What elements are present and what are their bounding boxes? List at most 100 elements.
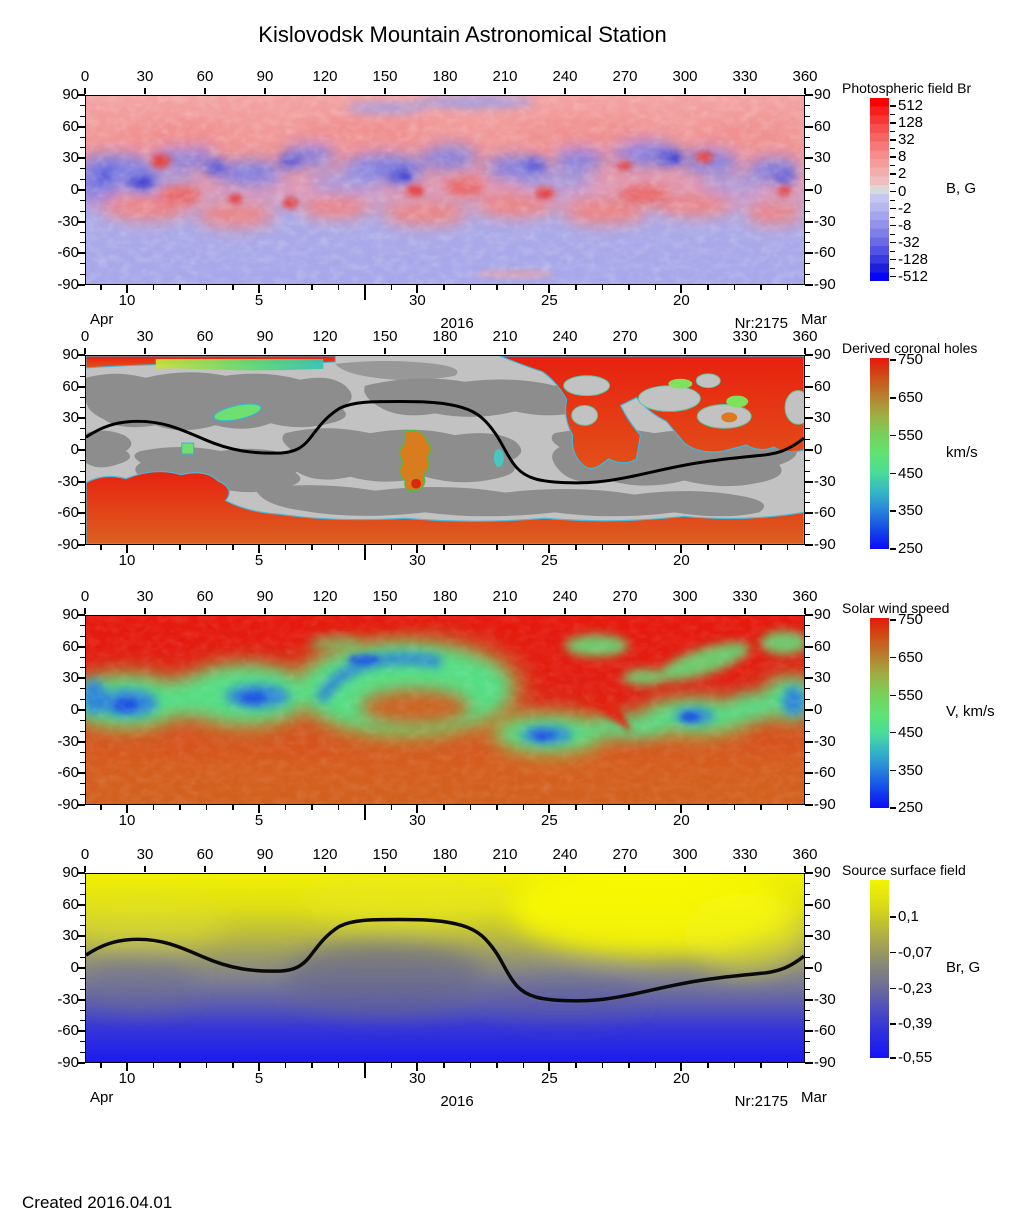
date-minor-tick <box>337 545 340 550</box>
date-minor-tick <box>733 545 736 550</box>
lat-axis-label-left: 30 <box>62 927 79 945</box>
lon-axis-label: 60 <box>196 588 214 605</box>
lat-axis-tick <box>77 252 85 255</box>
colorbar-tick <box>890 916 896 918</box>
lat-axis-minor-tick <box>805 242 810 244</box>
lon-axis-tick <box>804 866 806 872</box>
lon-axis-tick <box>444 348 446 354</box>
colorbar-tick-label: 450 <box>898 723 924 741</box>
colorbar-tick <box>890 190 896 192</box>
date-tick <box>258 1063 260 1071</box>
lat-axis-minor-tick <box>80 914 85 916</box>
lat-axis-minor-tick <box>805 946 810 948</box>
lon-axis-label: 270 <box>612 588 638 605</box>
lon-axis-tick <box>384 348 386 354</box>
lat-axis-minor-tick <box>80 147 85 149</box>
lon-axis-tick <box>624 608 626 614</box>
lat-axis-minor-tick <box>80 438 85 440</box>
lon-axis-label: 210 <box>492 68 518 85</box>
date-label: 5 <box>254 1070 264 1087</box>
colorbar-tick-label: 750 <box>898 611 924 629</box>
lat-axis-minor-tick <box>80 231 85 233</box>
lon-axis-tick <box>144 608 146 614</box>
lat-axis-minor-tick <box>805 375 810 377</box>
date-label: 5 <box>254 812 264 829</box>
lat-axis-minor-tick <box>805 407 810 409</box>
lat-axis-minor-tick <box>80 625 85 627</box>
colorbar-tick <box>890 241 896 244</box>
lat-axis-tick <box>805 998 813 1001</box>
date-tick <box>680 545 683 553</box>
date-minor-tick <box>733 1063 736 1068</box>
coronal-holes-heatmap <box>86 356 804 544</box>
lon-axis-tick <box>744 88 746 94</box>
colorbar-tick-label: 650 <box>898 389 924 407</box>
lat-axis-label-right: 30 <box>814 669 831 687</box>
date-tick <box>548 1063 551 1071</box>
lon-axis-label: 270 <box>612 328 638 345</box>
lat-axis-tick <box>77 354 85 356</box>
colorbar-tick-label: 450 <box>898 464 924 482</box>
date-label: 20 <box>673 1070 690 1087</box>
lon-axis-label: 120 <box>312 68 338 85</box>
rotation-label: Nr:2175 <box>734 1093 788 1110</box>
lat-axis-tick <box>77 772 85 775</box>
colorbar-tick <box>890 105 896 107</box>
date-minor-tick <box>311 1063 313 1068</box>
lat-axis-tick <box>805 967 813 969</box>
lat-axis-tick <box>77 935 85 938</box>
lon-axis-label: 210 <box>492 588 518 605</box>
date-minor-tick <box>469 805 472 810</box>
colorbar-tick-label: 250 <box>898 540 924 557</box>
lat-axis-tick <box>77 872 85 874</box>
date-minor-tick <box>284 1063 287 1068</box>
date-minor-tick <box>733 805 736 810</box>
lon-axis-label: 120 <box>312 846 338 863</box>
lat-axis-minor-tick <box>805 751 810 753</box>
lat-axis-label-right: 60 <box>814 637 831 655</box>
date-minor-tick <box>100 805 102 810</box>
date-minor-tick <box>311 805 313 810</box>
lat-axis-label-left: -90 <box>57 536 79 553</box>
lat-axis-tick <box>77 1030 85 1033</box>
lat-axis-minor-tick <box>80 730 85 732</box>
lon-axis-tick <box>264 88 266 94</box>
lat-axis-minor-tick <box>80 925 85 927</box>
lon-axis-tick <box>504 866 506 872</box>
date-minor-tick <box>522 545 524 550</box>
lon-axis-label: 90 <box>256 846 274 863</box>
lat-axis-label-right: 0 <box>814 701 823 718</box>
date-minor-tick <box>390 285 392 290</box>
date-minor-tick <box>628 805 630 810</box>
date-minor-tick <box>232 545 234 550</box>
lat-axis-tick <box>77 449 85 451</box>
date-minor-tick <box>707 1063 709 1068</box>
lon-axis-label: 180 <box>432 68 458 85</box>
lat-axis-tick <box>805 645 813 648</box>
date-tick <box>258 805 260 813</box>
date-tick <box>548 285 551 293</box>
lon-axis-tick <box>264 348 266 354</box>
lon-axis-label: 150 <box>372 846 398 863</box>
colorbar-tick-label: 750 <box>898 351 924 369</box>
date-minor-tick <box>390 805 392 810</box>
colorbar-minor-tick <box>890 165 895 167</box>
lat-axis-minor-tick <box>80 1051 85 1053</box>
date-minor-tick <box>390 1063 392 1068</box>
lon-axis-label: 240 <box>552 846 578 863</box>
colorbar-tick <box>890 807 896 809</box>
lat-axis-label-left: -90 <box>57 796 79 813</box>
colorbar-tick-label: 250 <box>898 799 924 816</box>
date-label: 20 <box>673 552 690 569</box>
lat-axis-tick <box>805 94 813 96</box>
lat-axis-tick <box>805 189 813 191</box>
lat-axis-tick <box>77 385 85 388</box>
colorbar-minor-tick <box>890 114 895 116</box>
date-minor-tick <box>601 545 604 550</box>
lat-axis-tick <box>77 480 85 483</box>
lon-axis-label: 240 <box>552 68 578 85</box>
date-minor-tick <box>311 545 313 550</box>
colorbar-title: Derived coronal holes <box>842 340 978 356</box>
lat-axis-tick <box>77 998 85 1001</box>
colorbar-minor-tick <box>890 250 895 252</box>
